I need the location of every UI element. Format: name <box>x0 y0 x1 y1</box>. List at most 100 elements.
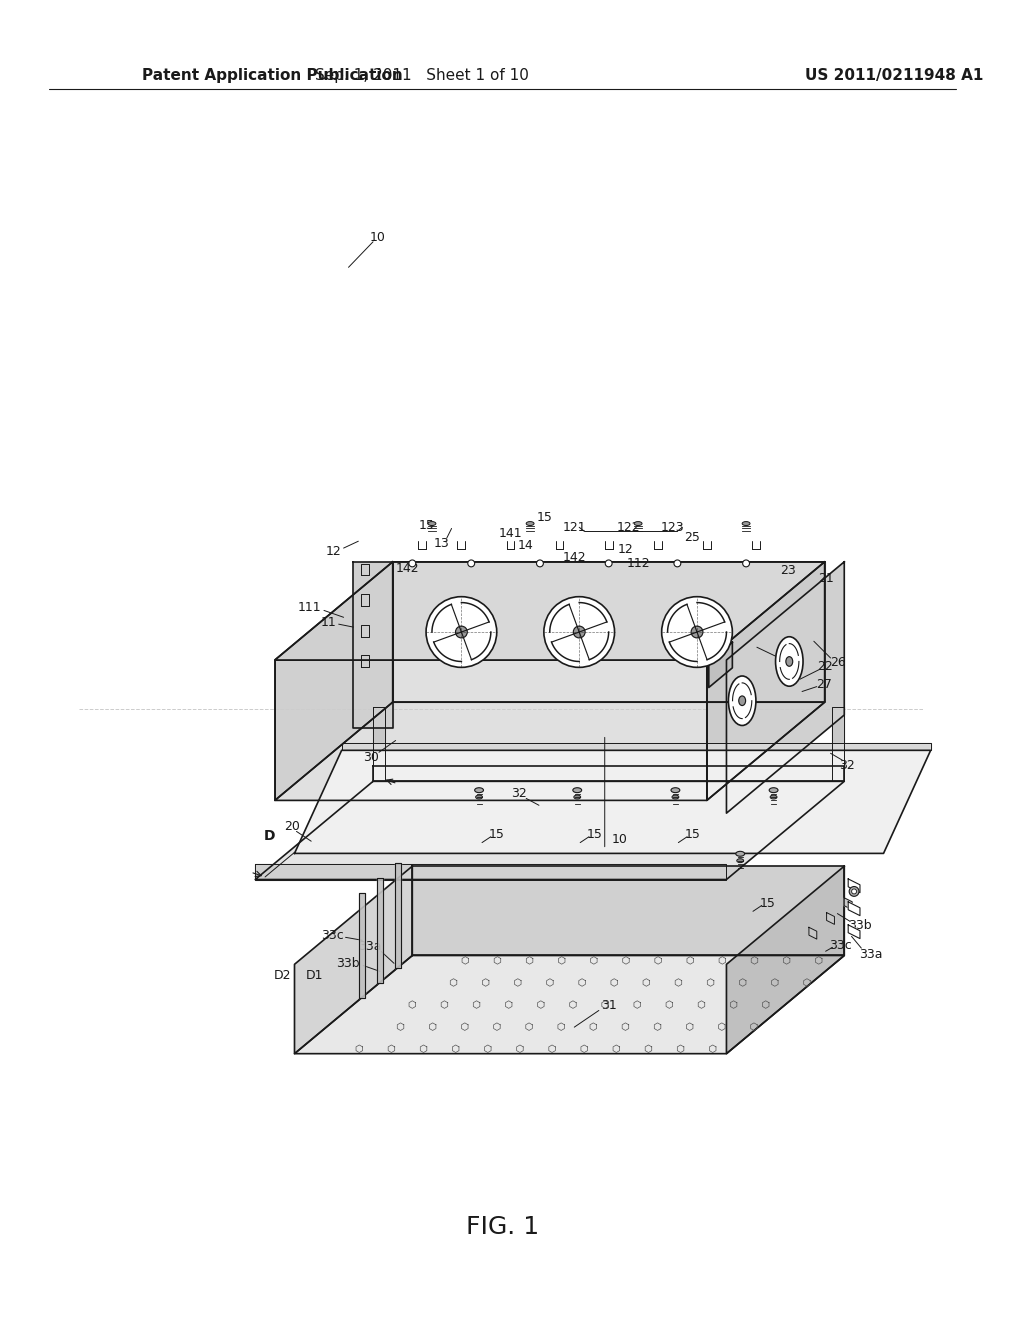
Text: 33c: 33c <box>322 929 344 942</box>
Text: D2: D2 <box>274 969 292 982</box>
Text: 142: 142 <box>395 562 419 576</box>
Polygon shape <box>844 898 852 909</box>
Text: FIG. 1: FIG. 1 <box>466 1216 540 1239</box>
Ellipse shape <box>526 521 535 525</box>
Ellipse shape <box>769 788 778 792</box>
Text: 15: 15 <box>488 828 505 841</box>
Polygon shape <box>274 660 707 800</box>
Text: 112: 112 <box>627 557 650 569</box>
Text: 33a: 33a <box>859 948 883 961</box>
Text: Patent Application Publication: Patent Application Publication <box>142 69 403 83</box>
Circle shape <box>537 560 544 566</box>
Text: 22: 22 <box>817 660 833 673</box>
Ellipse shape <box>728 676 756 726</box>
Text: 11: 11 <box>321 615 337 628</box>
Ellipse shape <box>737 859 743 863</box>
Ellipse shape <box>671 788 680 792</box>
Polygon shape <box>342 743 931 750</box>
Polygon shape <box>295 866 413 1053</box>
Text: 33b: 33b <box>336 957 359 970</box>
Polygon shape <box>377 878 383 983</box>
Text: 33a: 33a <box>357 940 381 953</box>
Polygon shape <box>707 562 824 800</box>
Polygon shape <box>295 956 844 1053</box>
Text: 15: 15 <box>537 511 553 524</box>
Ellipse shape <box>572 788 582 792</box>
Circle shape <box>852 888 856 894</box>
Polygon shape <box>361 656 369 668</box>
Text: 32: 32 <box>840 759 855 772</box>
Text: 13: 13 <box>434 537 450 549</box>
Text: 25: 25 <box>684 531 700 544</box>
Polygon shape <box>295 750 931 854</box>
Polygon shape <box>373 766 844 781</box>
Ellipse shape <box>426 597 497 668</box>
Text: 24: 24 <box>778 656 795 668</box>
Text: US 2011/0211948 A1: US 2011/0211948 A1 <box>805 69 983 83</box>
Ellipse shape <box>738 696 745 706</box>
Polygon shape <box>848 902 860 916</box>
Circle shape <box>742 560 750 566</box>
Text: 32: 32 <box>511 787 527 800</box>
Ellipse shape <box>428 521 436 525</box>
Text: 33b: 33b <box>848 919 871 932</box>
Polygon shape <box>361 564 369 576</box>
Ellipse shape <box>573 626 585 638</box>
Ellipse shape <box>736 851 744 857</box>
Ellipse shape <box>785 656 793 667</box>
Circle shape <box>409 560 416 566</box>
Polygon shape <box>394 863 400 968</box>
Text: 10: 10 <box>370 231 386 244</box>
Polygon shape <box>274 702 824 800</box>
Text: 30: 30 <box>364 751 379 764</box>
Ellipse shape <box>742 521 750 525</box>
Text: 141: 141 <box>499 527 522 540</box>
Text: 15: 15 <box>419 519 435 532</box>
Text: 27: 27 <box>816 678 831 692</box>
Polygon shape <box>361 624 369 636</box>
Ellipse shape <box>573 795 581 799</box>
Text: 31: 31 <box>601 999 616 1012</box>
Text: 15: 15 <box>760 898 775 909</box>
Circle shape <box>849 887 859 896</box>
Polygon shape <box>413 866 844 956</box>
Text: 12: 12 <box>617 544 634 556</box>
Polygon shape <box>809 928 817 939</box>
Ellipse shape <box>691 626 702 638</box>
Text: D: D <box>264 829 275 842</box>
Ellipse shape <box>544 597 614 668</box>
Text: 121: 121 <box>562 521 586 533</box>
Text: 21: 21 <box>818 572 834 585</box>
Polygon shape <box>392 562 824 702</box>
Text: 142: 142 <box>562 552 586 565</box>
Polygon shape <box>353 562 392 727</box>
Text: 12: 12 <box>326 545 342 557</box>
Ellipse shape <box>475 795 482 799</box>
Circle shape <box>605 560 612 566</box>
Ellipse shape <box>634 521 642 525</box>
Polygon shape <box>848 879 860 892</box>
Text: 123: 123 <box>660 521 684 533</box>
Polygon shape <box>726 562 844 813</box>
Text: 122: 122 <box>616 521 640 535</box>
Text: 15: 15 <box>587 828 603 841</box>
Polygon shape <box>359 892 366 998</box>
Polygon shape <box>255 781 844 879</box>
Polygon shape <box>274 562 392 800</box>
Text: 33c: 33c <box>829 939 852 952</box>
Circle shape <box>674 560 681 566</box>
Text: 10: 10 <box>611 833 628 846</box>
Circle shape <box>468 560 475 566</box>
Text: 14: 14 <box>517 539 534 552</box>
Polygon shape <box>274 562 824 660</box>
Polygon shape <box>373 708 385 781</box>
Text: 23: 23 <box>780 565 797 577</box>
Ellipse shape <box>775 636 803 686</box>
Polygon shape <box>709 643 732 688</box>
Text: Sep. 1, 2011   Sheet 1 of 10: Sep. 1, 2011 Sheet 1 of 10 <box>315 69 529 83</box>
Polygon shape <box>361 594 369 606</box>
Polygon shape <box>848 925 860 939</box>
Polygon shape <box>826 912 835 924</box>
Ellipse shape <box>672 795 679 799</box>
Polygon shape <box>833 708 844 781</box>
